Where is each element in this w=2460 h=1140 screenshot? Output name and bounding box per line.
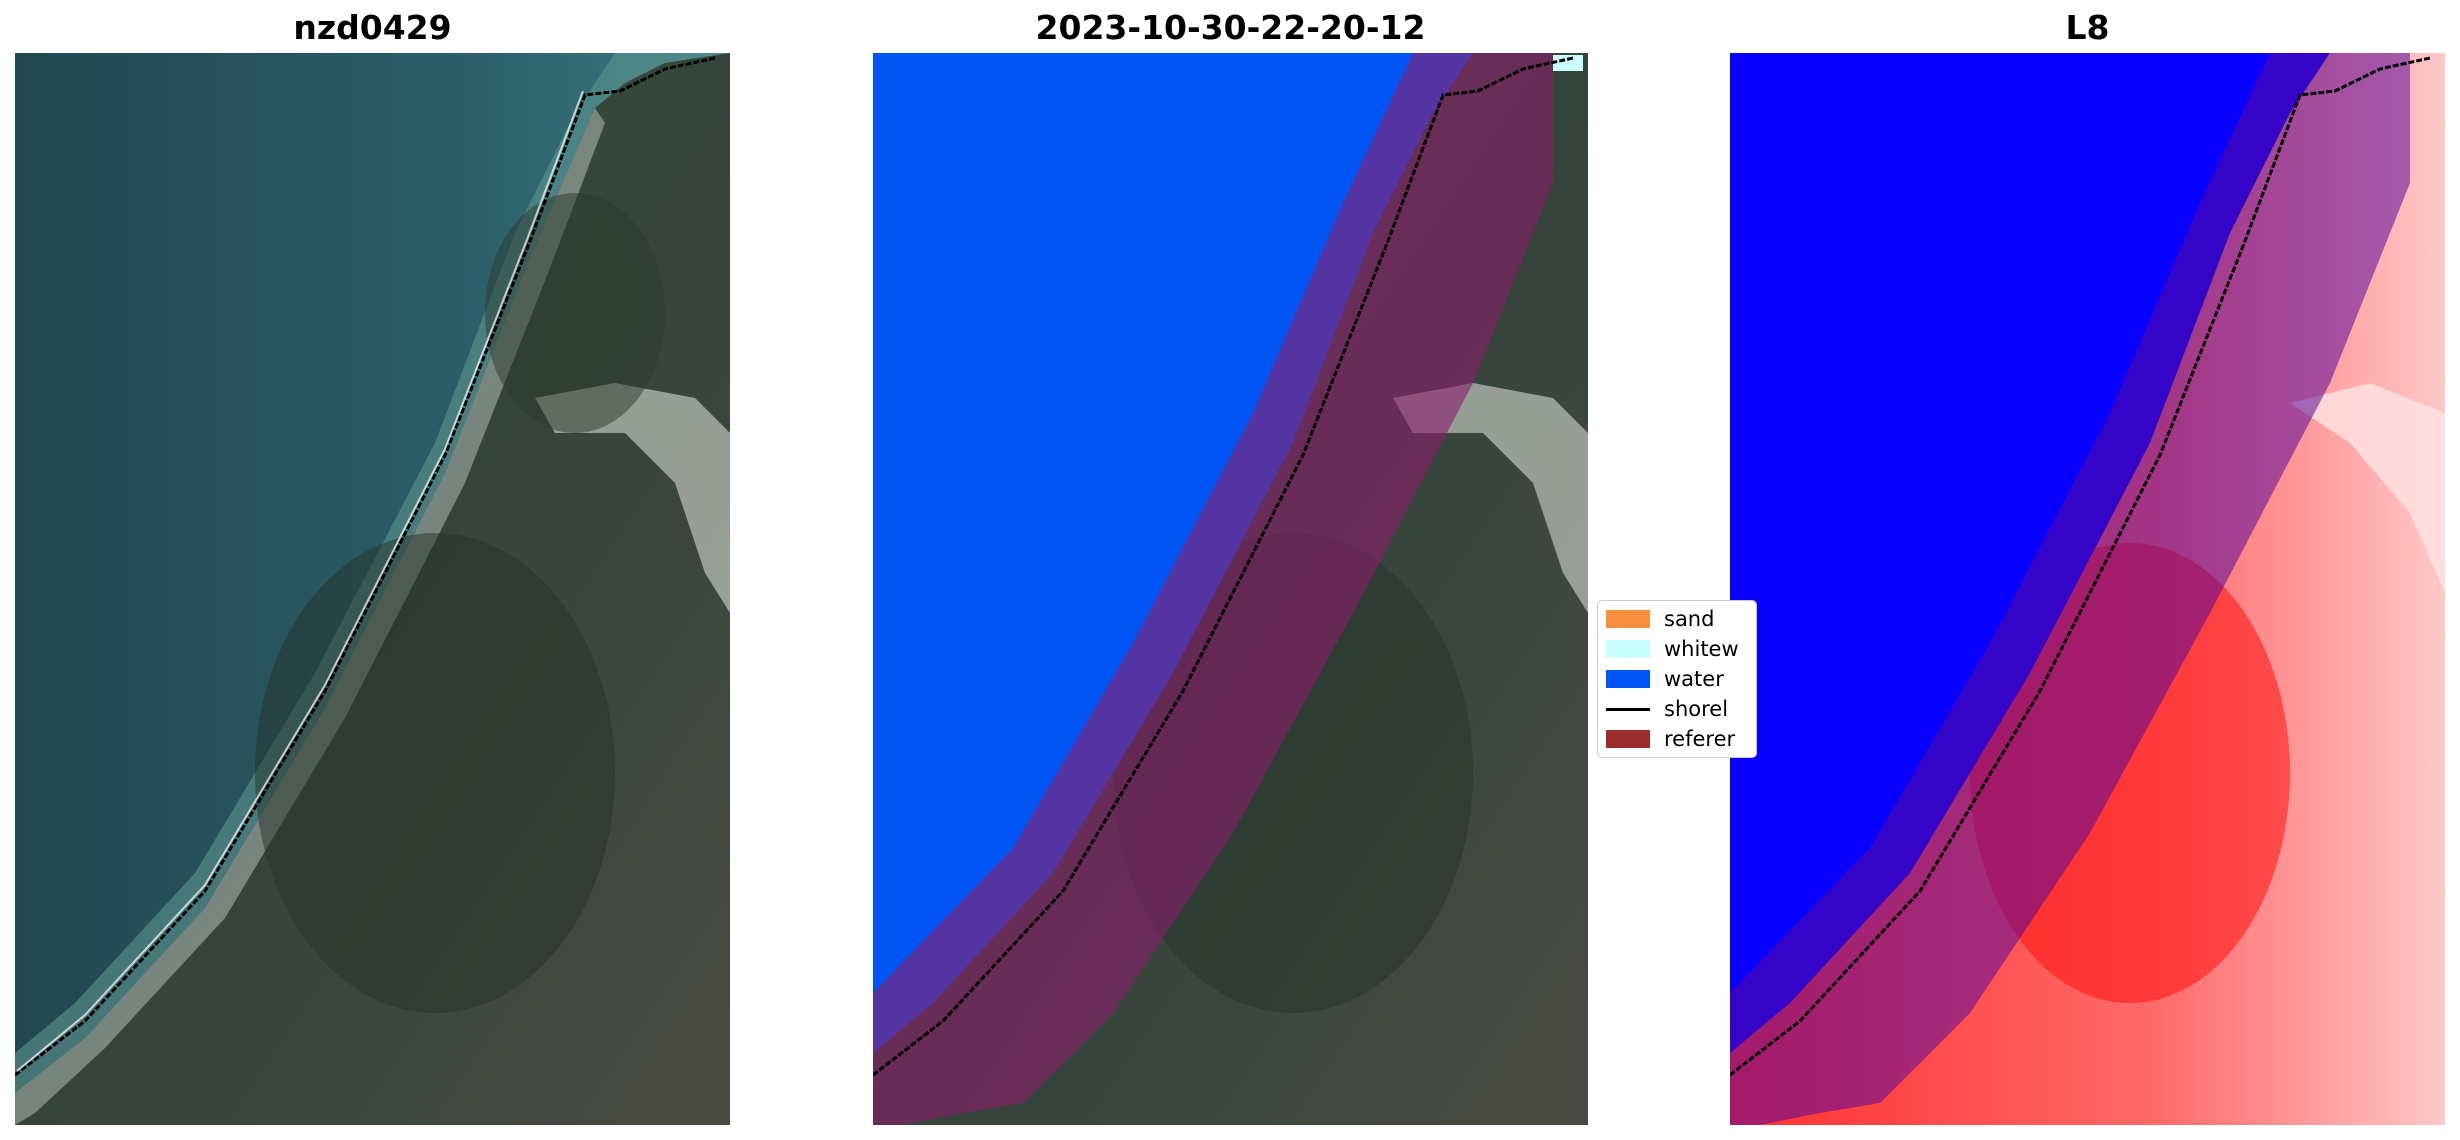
sand-swatch <box>1606 610 1650 628</box>
panel-title-classification: 2023-10-30-22-20-12 <box>1035 8 1426 47</box>
legend: sand whitew water shorel referer <box>1597 600 1757 758</box>
legend-item-reference: referer <box>1606 727 1735 751</box>
legend-item-whitewater: whitew <box>1606 637 1739 661</box>
reference-swatch <box>1606 730 1650 748</box>
shoreline-swatch <box>1606 707 1650 711</box>
legend-item-water: water <box>1606 667 1724 691</box>
classification-panel <box>873 53 1588 1125</box>
panel-title-rgb: nzd0429 <box>293 8 452 47</box>
legend-item-shoreline: shorel <box>1606 697 1728 721</box>
shoreline-line <box>15 56 716 1077</box>
water-swatch <box>1606 670 1650 688</box>
rgb-satellite-image <box>15 53 730 1125</box>
legend-item-sand: sand <box>1606 607 1714 631</box>
whitewater-swatch <box>1606 640 1650 658</box>
reference-buffer <box>873 53 1553 1125</box>
panel-title-l8: L8 <box>2065 8 2110 47</box>
l8-index-panel <box>1730 53 2445 1125</box>
